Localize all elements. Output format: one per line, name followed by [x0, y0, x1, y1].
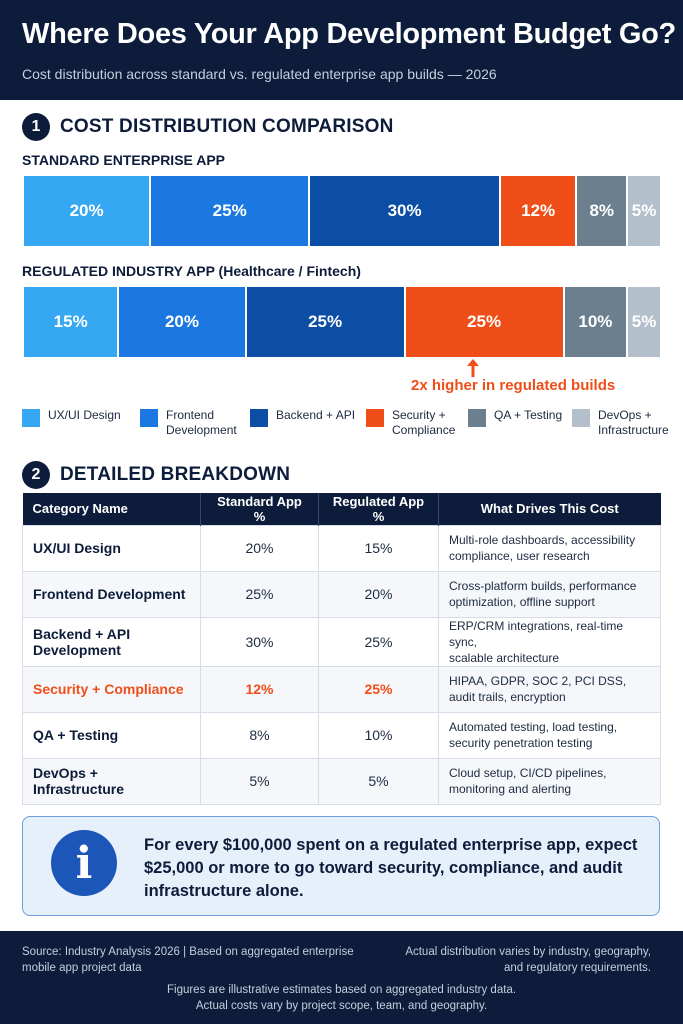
legend-item-security-compliance: Security + Compliance: [366, 408, 472, 438]
cell-category: Backend + API Development: [22, 616, 201, 667]
cell-category: Frontend Development: [22, 570, 201, 618]
bar-segment-standard-frontend-development: 25%: [151, 176, 311, 246]
col-header-regulated: Regulated App %: [318, 493, 439, 525]
legend-swatch: [22, 409, 40, 427]
cell-category: UX/UI Design: [22, 524, 201, 572]
legend-item-qa-testing: QA + Testing: [468, 408, 574, 427]
col-header-drivers: What Drives This Cost: [438, 493, 661, 525]
legend-swatch: [140, 409, 158, 427]
footer-source-line-1: Source: Industry Analysis 2026 | Based o…: [22, 946, 354, 958]
cell-regulated-pct: 20%: [318, 570, 439, 618]
breakdown-table: Category Name Standard App % Regulated A…: [22, 493, 661, 805]
info-callout: i For every $100,000 spent on a regulate…: [22, 816, 660, 916]
legend-label: DevOps + Infrastructure: [598, 408, 669, 437]
col-header-category: Category Name: [22, 493, 201, 525]
bar-segment-regulated-devops-infrastructure: 5%: [628, 287, 660, 357]
footer-disclaimer-line-2: and regulatory requirements.: [503, 962, 651, 974]
bar-segment-regulated-ux-ui-design: 15%: [24, 287, 120, 357]
cell-regulated-pct: 25%: [318, 665, 439, 713]
legend-swatch: [250, 409, 268, 427]
cell-drivers: Automated testing, load testing, security…: [438, 711, 661, 759]
cell-category: QA + Testing: [22, 711, 201, 759]
section-1-heading: 1 COST DISTRIBUTION COMPARISON: [22, 112, 394, 142]
bar-segment-standard-ux-ui-design: 20%: [24, 176, 152, 246]
cell-regulated-pct: 25%: [318, 616, 439, 667]
table-row: QA + Testing 8% 10% Automated testing, load…: [22, 711, 661, 759]
table-row: Security + Compliance 12% 25% HIPAA, GDPR, …: [22, 665, 661, 713]
cell-standard-pct: 30%: [200, 616, 319, 667]
bar-segment-regulated-backend-api: 25%: [246, 287, 406, 357]
section-1-number: 1: [22, 113, 50, 141]
info-icon: i: [51, 830, 117, 896]
legend-item-backend-api: Backend + API: [250, 408, 356, 427]
table-row: DevOps + Infrastructure 5% 5% Cloud setup, …: [22, 757, 661, 805]
cell-standard-pct: 5%: [200, 757, 319, 805]
legend-item-devops-infrastructure: DevOps + Infrastructure: [572, 408, 678, 438]
regulated-app-bar: 15% 20% 25% 25% 10% 5%: [24, 287, 660, 357]
bar-segment-standard-qa-testing: 8%: [577, 176, 629, 246]
standard-app-bar: 20% 25% 30% 12% 8% 5%: [24, 176, 660, 246]
footer-disclaimer-line-1: Actual distribution varies by industry, …: [405, 946, 651, 958]
page-title: Where Does Your App Development Budget G…: [22, 18, 676, 50]
info-callout-text: For every $100,000 spent on a regulated …: [144, 836, 638, 900]
regulated-bar-label: REGULATED INDUSTRY APP (Healthcare / Fin…: [22, 263, 361, 279]
cell-regulated-pct: 5%: [318, 757, 439, 805]
standard-bar-label: STANDARD ENTERPRISE APP: [22, 152, 226, 168]
table-header-row: Category Name Standard App % Regulated A…: [22, 493, 661, 525]
bar-segment-standard-backend-api: 30%: [310, 176, 501, 246]
legend-swatch: [366, 409, 384, 427]
section-1-title: COST DISTRIBUTION COMPARISON: [60, 116, 394, 137]
bar-segment-regulated-qa-testing: 10%: [564, 287, 629, 357]
table-row: Backend + API Development 30% 25% ERP/CRM i…: [22, 616, 661, 667]
cell-drivers: ERP/CRM integrations, real-time sync, sca…: [438, 616, 661, 667]
legend-label: UX/UI Design: [48, 408, 121, 422]
cell-standard-pct: 12%: [200, 665, 319, 713]
cell-category: Security + Compliance: [22, 665, 201, 713]
cell-drivers: Cloud setup, CI/CD pipelines, monitoring …: [438, 757, 661, 805]
cell-drivers: Multi-role dashboards, accessibility comp…: [438, 524, 661, 572]
cell-category: DevOps + Infrastructure: [22, 757, 201, 805]
cell-regulated-pct: 10%: [318, 711, 439, 759]
section-2-heading: 2 DETAILED BREAKDOWN: [22, 460, 290, 490]
footer-disclaimer: Actual distribution varies by industry, …: [381, 944, 651, 976]
callout-annotation: 2x higher in regulated builds: [411, 377, 616, 394]
cell-standard-pct: 20%: [200, 524, 319, 572]
footer-source-line-2: mobile app project data: [22, 962, 142, 974]
bar-segment-standard-security-compliance: 12%: [501, 176, 578, 246]
cell-regulated-pct: 15%: [318, 524, 439, 572]
cell-drivers: HIPAA, GDPR, SOC 2, PCI DSS, audit trails…: [438, 665, 661, 713]
legend-label: Frontend Development: [166, 408, 237, 437]
footer-note-line-1: Figures are illustrative estimates based…: [166, 984, 517, 996]
bar-segment-standard-devops-infrastructure: 5%: [628, 176, 660, 246]
footer-note: Figures are illustrative estimates based…: [0, 982, 683, 1014]
cell-standard-pct: 25%: [200, 570, 319, 618]
section-2-number: 2: [22, 461, 50, 489]
legend-swatch: [468, 409, 486, 427]
footer-source: Source: Industry Analysis 2026 | Based o…: [22, 944, 362, 976]
chart-legend: UX/UI Design Frontend Development Backend +…: [22, 408, 672, 444]
legend-swatch: [572, 409, 590, 427]
legend-item-ux-ui-design: UX/UI Design: [22, 408, 128, 427]
section-2-title: DETAILED BREAKDOWN: [60, 464, 291, 485]
callout-arrow-icon: [467, 359, 479, 377]
cell-drivers: Cross-platform builds, performance optimi…: [438, 570, 661, 618]
bar-segment-regulated-security-compliance: 25%: [405, 287, 565, 357]
cell-standard-pct: 8%: [200, 711, 319, 759]
page-subtitle: Cost distribution across standard vs. re…: [22, 66, 497, 82]
footer: Source: Industry Analysis 2026 | Based o…: [0, 931, 683, 1024]
header: Where Does Your App Development Budget G…: [0, 0, 683, 100]
bar-segment-regulated-frontend-development: 20%: [119, 287, 247, 357]
legend-label: Security + Compliance: [392, 408, 456, 437]
table-row: UX/UI Design 20% 15% Multi-role dashboards,…: [22, 524, 661, 572]
legend-label: Backend + API: [276, 408, 356, 422]
footer-note-line-2: Actual costs vary by project scope, team…: [195, 1000, 488, 1012]
legend-item-frontend-development: Frontend Development: [140, 408, 246, 438]
table-row: Frontend Development 25% 20% Cross-platform…: [22, 570, 661, 618]
legend-label: QA + Testing: [494, 408, 563, 422]
col-header-standard: Standard App %: [200, 493, 319, 525]
